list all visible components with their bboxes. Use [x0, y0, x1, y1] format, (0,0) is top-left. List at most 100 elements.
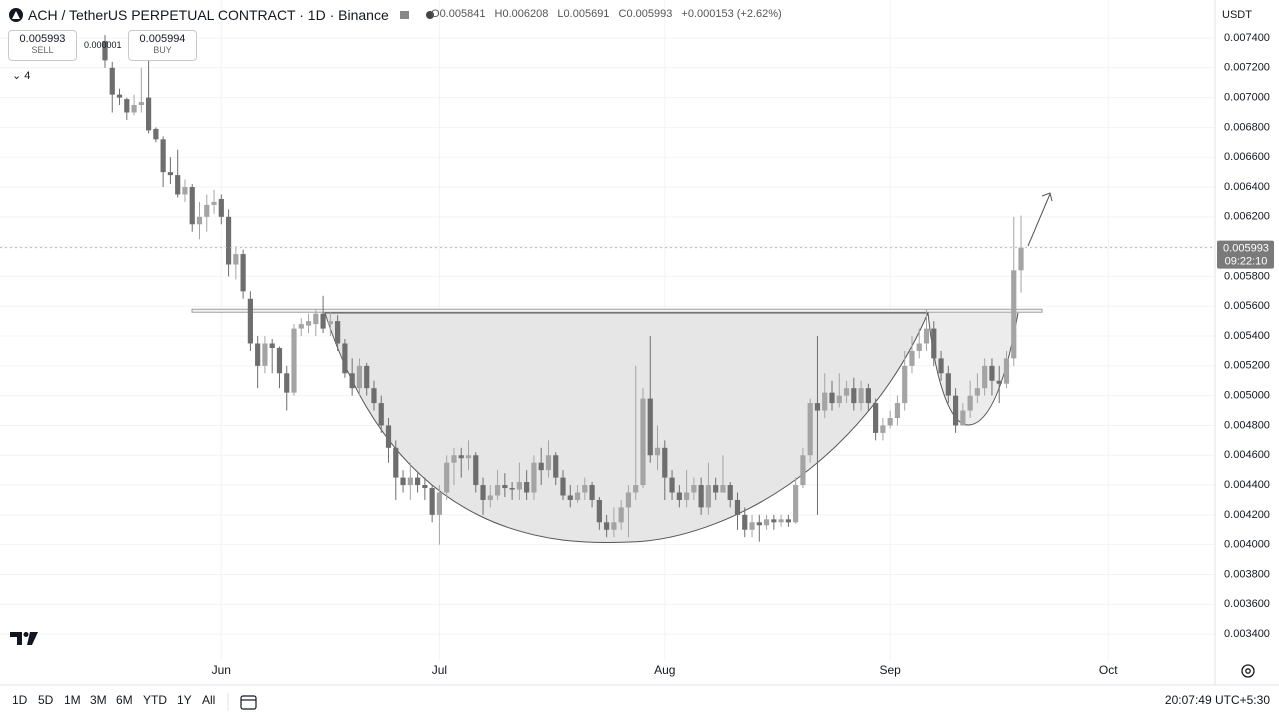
candle-body: [982, 365, 988, 389]
candle-body: [516, 482, 522, 490]
candle-body: [378, 403, 384, 426]
candle-body: [574, 492, 581, 500]
timeframe-button[interactable]: All: [202, 693, 216, 707]
candle-body: [698, 485, 704, 508]
buy-price[interactable]: 0.005994: [139, 33, 186, 45]
candle-body: [415, 477, 421, 486]
y-tick-label: 0.006400: [1224, 181, 1270, 193]
candle-body: [255, 343, 261, 366]
indicator-count[interactable]: 4: [24, 70, 31, 82]
candle-body: [989, 365, 995, 381]
candle-body: [502, 485, 508, 489]
indicator-toggle[interactable]: ⌄ 4: [12, 70, 31, 82]
candle-body: [814, 403, 821, 411]
y-tick-label: 0.006200: [1224, 211, 1270, 223]
candle-body: [771, 519, 777, 523]
logo-t: [10, 632, 22, 645]
candle-body: [335, 321, 341, 344]
candle-body: [371, 388, 377, 404]
timeframe-button[interactable]: 5D: [38, 693, 54, 707]
arrow-head: [1041, 192, 1053, 202]
candle-body: [473, 455, 479, 486]
candle-body: [233, 254, 239, 265]
y-tick-label: 0.006800: [1224, 121, 1270, 133]
timeframe-button[interactable]: 1M: [64, 693, 81, 707]
resistance-line: [191, 308, 1043, 313]
candle-body: [364, 365, 370, 389]
logo-dot: [23, 632, 29, 637]
candle-body: [102, 40, 108, 61]
candle-body: [960, 410, 966, 426]
candle-body: [640, 398, 646, 486]
candle-body: [582, 485, 588, 493]
x-tick-label: Jul: [432, 663, 447, 677]
candle-body: [734, 499, 741, 515]
timeframe-button[interactable]: 1Y: [177, 693, 192, 707]
candle-body: [604, 522, 610, 530]
gear-inner[interactable]: [1245, 668, 1251, 674]
candle-body: [633, 485, 639, 493]
calendar-icon[interactable]: [240, 695, 257, 710]
trend-arrow: [1027, 192, 1053, 247]
x-tick-label: Aug: [654, 663, 675, 677]
candle-body: [545, 455, 552, 471]
candle-body: [400, 477, 406, 486]
candle-body: [567, 495, 573, 500]
timeframe-button[interactable]: 1D: [12, 693, 28, 707]
x-tick-label: Sep: [879, 663, 901, 677]
y-tick-label: 0.005000: [1224, 390, 1270, 402]
candle-body: [444, 462, 450, 493]
buy-label[interactable]: BUY: [153, 45, 172, 55]
timeframe-button[interactable]: YTD: [143, 693, 167, 707]
candle-body: [800, 455, 806, 486]
candle-body: [422, 485, 428, 489]
candle-body: [218, 198, 224, 217]
candle-body: [742, 514, 748, 530]
candle-body: [1018, 247, 1024, 271]
candle-body: [146, 97, 152, 131]
y-tick-label: 0.003800: [1224, 568, 1270, 580]
timeframe-button[interactable]: 3M: [90, 693, 107, 707]
ohlc-high: 0.006208: [502, 8, 549, 20]
calendar-body[interactable]: [240, 695, 257, 710]
ohlc-letter: C: [618, 8, 627, 20]
candle-body: [175, 175, 181, 195]
candle-body: [196, 216, 203, 225]
candle-body: [843, 388, 850, 396]
ohlc-close: 0.005993: [626, 8, 673, 20]
gear-outer[interactable]: [1241, 664, 1255, 678]
candle-body: [138, 102, 144, 106]
sell-price[interactable]: 0.005993: [19, 33, 66, 45]
candle-body: [952, 395, 959, 426]
candle-body: [974, 388, 981, 396]
candle-body: [553, 455, 559, 478]
candle-body: [822, 392, 828, 411]
ohlc-legend: O0.005841 H0.006208 L0.005691 C0.005993 …: [431, 8, 782, 20]
flag-icon[interactable]: [399, 11, 409, 19]
candle-body: [916, 343, 922, 351]
candle-body: [894, 403, 901, 418]
candle-body: [160, 139, 166, 173]
candle-body: [458, 455, 464, 459]
candle-body: [996, 380, 1002, 384]
buy-button[interactable]: 0.005994 BUY: [128, 30, 197, 61]
candle-body: [211, 201, 217, 205]
candle-body: [509, 488, 515, 490]
candle-body: [124, 99, 130, 113]
x-tick-label: Jun: [212, 663, 231, 677]
sell-button[interactable]: 0.005993 SELL: [8, 30, 77, 61]
currency-label[interactable]: USDT: [1222, 9, 1252, 21]
settings-icon[interactable]: [1241, 664, 1255, 678]
y-tick-label: 0.007000: [1224, 92, 1270, 104]
candle-body: [276, 347, 283, 374]
candle-body: [189, 187, 195, 225]
candle-body: [836, 395, 842, 404]
y-tick-label: 0.004600: [1224, 449, 1270, 461]
candle-body: [407, 477, 413, 486]
candle-body: [785, 519, 791, 523]
candle-body: [116, 94, 123, 98]
symbol-icon-mark: [12, 11, 20, 19]
sell-label[interactable]: SELL: [31, 45, 54, 55]
timeframe-button[interactable]: 6M: [116, 693, 133, 707]
